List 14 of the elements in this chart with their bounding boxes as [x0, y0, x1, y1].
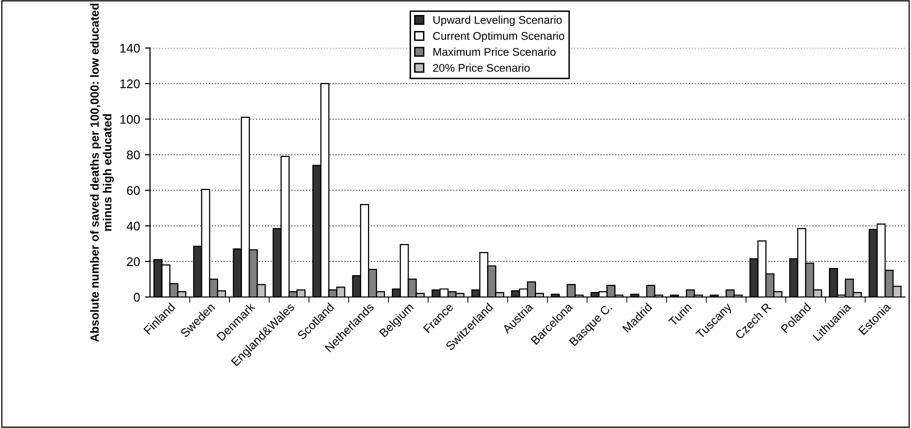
- legend-label: 20% Price Scenario: [433, 64, 530, 72]
- y-tick-label: 120: [120, 79, 140, 88]
- y-tick-label: 40: [126, 222, 140, 231]
- y-tick-label: 0: [134, 292, 140, 302]
- y-axis-title: Absolute number of saved deaths per 100,000: low educated minus high educated: [90, 4, 114, 342]
- y-tick-label: 20: [127, 257, 140, 266]
- y-tick-label: 140: [120, 44, 140, 53]
- legend-label: Upward Leveling Scenario: [433, 16, 562, 26]
- y-tick-label: 60: [127, 186, 140, 195]
- legend-label: Current Optimum Scenario: [433, 32, 564, 42]
- x-tick-label: Turin: [668, 302, 692, 327]
- y-tick-label: 100: [120, 114, 140, 124]
- legend-label: Maximum Price Scenario: [433, 48, 556, 56]
- y-tick-label: 80: [126, 150, 140, 160]
